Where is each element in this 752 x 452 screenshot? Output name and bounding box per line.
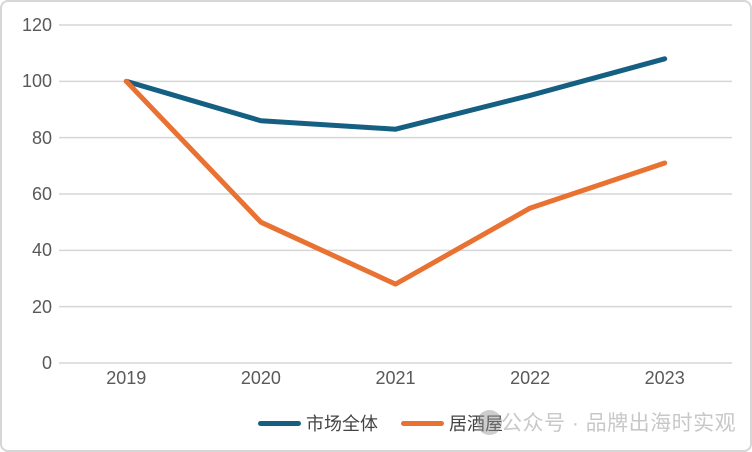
legend-item-market-total: 市场全体	[258, 410, 378, 436]
y-tick-label: 100	[21, 71, 52, 92]
x-tick-label: 2021	[375, 368, 416, 388]
x-tick-label: 2023	[644, 368, 685, 388]
y-tick-label: 120	[21, 15, 52, 35]
series-line-居酒屋	[123, 78, 668, 287]
legend-line-swatch-orange	[401, 420, 444, 426]
legend-line-swatch-teal	[258, 420, 301, 426]
x-tick-label: 2020	[240, 368, 281, 388]
x-tick-label: 2019	[106, 368, 147, 388]
official-account-logo-icon	[477, 409, 502, 435]
chart-legend: 市场全体 居酒屋	[258, 410, 503, 436]
y-tick-label: 40	[31, 240, 52, 261]
x-tick-label: 2022	[510, 368, 551, 388]
watermark-text: 公众号 · 品牌出海时实观	[501, 412, 737, 435]
watermark: 公众号 · 品牌出海时实观	[477, 407, 736, 437]
y-tick-label: 0	[41, 353, 52, 373]
y-tick-label: 60	[31, 184, 52, 204]
y-tick-label: 20	[31, 296, 52, 317]
legend-label-izakaya: 居酒屋	[449, 414, 503, 434]
series-line-市场全体	[123, 56, 668, 132]
legend-item-izakaya: 居酒屋	[401, 410, 503, 436]
y-tick-label: 80	[31, 127, 52, 148]
legend-label-market-total: 市场全体	[306, 414, 378, 434]
